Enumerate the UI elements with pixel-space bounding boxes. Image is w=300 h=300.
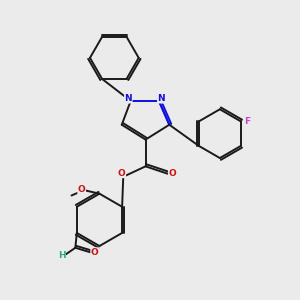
Text: O: O xyxy=(78,185,86,194)
Text: N: N xyxy=(158,94,165,103)
Text: H: H xyxy=(58,251,65,260)
Text: N: N xyxy=(124,94,132,103)
Text: O: O xyxy=(118,169,126,178)
Text: O: O xyxy=(168,169,176,178)
Text: F: F xyxy=(244,117,250,126)
Text: O: O xyxy=(91,248,98,257)
